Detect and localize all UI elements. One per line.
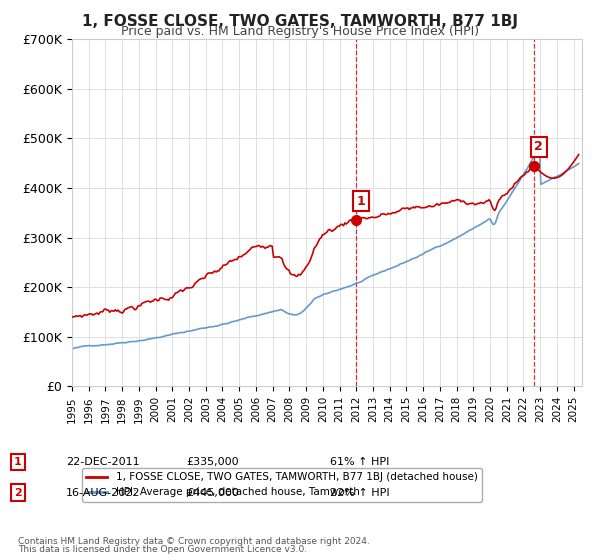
Text: £445,000: £445,000 bbox=[186, 488, 239, 498]
Text: £335,000: £335,000 bbox=[186, 457, 239, 467]
Legend: 1, FOSSE CLOSE, TWO GATES, TAMWORTH, B77 1BJ (detached house), HPI: Average pric: 1, FOSSE CLOSE, TWO GATES, TAMWORTH, B77… bbox=[82, 468, 482, 502]
Text: 2: 2 bbox=[14, 488, 22, 498]
Text: 1: 1 bbox=[14, 457, 22, 467]
Text: 61% ↑ HPI: 61% ↑ HPI bbox=[330, 457, 389, 467]
Text: 22-DEC-2011: 22-DEC-2011 bbox=[66, 457, 140, 467]
Text: 22% ↑ HPI: 22% ↑ HPI bbox=[330, 488, 389, 498]
Text: 2: 2 bbox=[535, 141, 543, 153]
Text: This data is licensed under the Open Government Licence v3.0.: This data is licensed under the Open Gov… bbox=[18, 545, 307, 554]
Text: 1: 1 bbox=[356, 195, 365, 208]
Text: Price paid vs. HM Land Registry's House Price Index (HPI): Price paid vs. HM Land Registry's House … bbox=[121, 25, 479, 38]
Text: 16-AUG-2022: 16-AUG-2022 bbox=[66, 488, 140, 498]
Text: 1, FOSSE CLOSE, TWO GATES, TAMWORTH, B77 1BJ: 1, FOSSE CLOSE, TWO GATES, TAMWORTH, B77… bbox=[82, 14, 518, 29]
Text: Contains HM Land Registry data © Crown copyright and database right 2024.: Contains HM Land Registry data © Crown c… bbox=[18, 537, 370, 546]
